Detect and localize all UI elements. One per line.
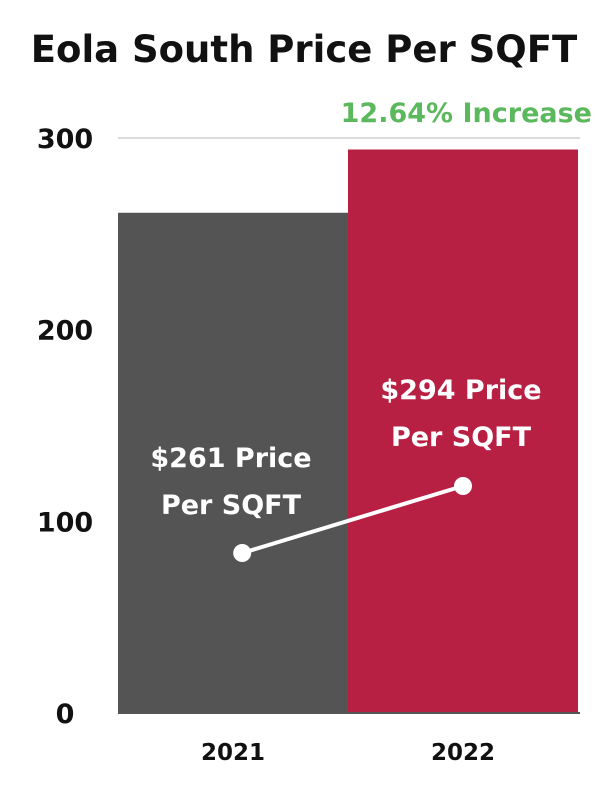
bars-group xyxy=(118,149,578,713)
y-tick-label-200: 200 xyxy=(37,316,93,347)
bar-labels-group: $261 Price Per SQFT $294 Price Per SQFT xyxy=(150,375,541,521)
increase-annotation: 12.64% Increase xyxy=(341,98,592,129)
y-tick-label-0: 0 xyxy=(56,699,75,730)
trend-line-group xyxy=(233,477,472,562)
x-tick-label-2021: 2021 xyxy=(201,740,265,766)
bar-label-2022-line-2: Per SQFT xyxy=(391,422,532,453)
x-tick-label-2022: 2022 xyxy=(431,740,495,766)
bar-label-2021-line-2: Per SQFT xyxy=(161,490,302,521)
chart-title: Eola South Price Per SQFT xyxy=(31,28,578,71)
trend-line xyxy=(241,484,464,555)
bar-label-2022-line-1: $294 Price xyxy=(380,375,541,406)
bar-2022 xyxy=(348,149,578,713)
trend-point-2022 xyxy=(454,477,472,495)
y-tick-label-100: 100 xyxy=(37,507,93,538)
y-axis-ticks: 0 100 200 300 xyxy=(37,124,93,730)
bar-2021 xyxy=(118,212,348,713)
y-tick-label-300: 300 xyxy=(37,124,93,155)
x-axis-categories: 2021 2022 xyxy=(201,740,495,766)
bar-label-2021-line-1: $261 Price xyxy=(150,443,311,474)
trend-point-2021 xyxy=(233,544,252,562)
